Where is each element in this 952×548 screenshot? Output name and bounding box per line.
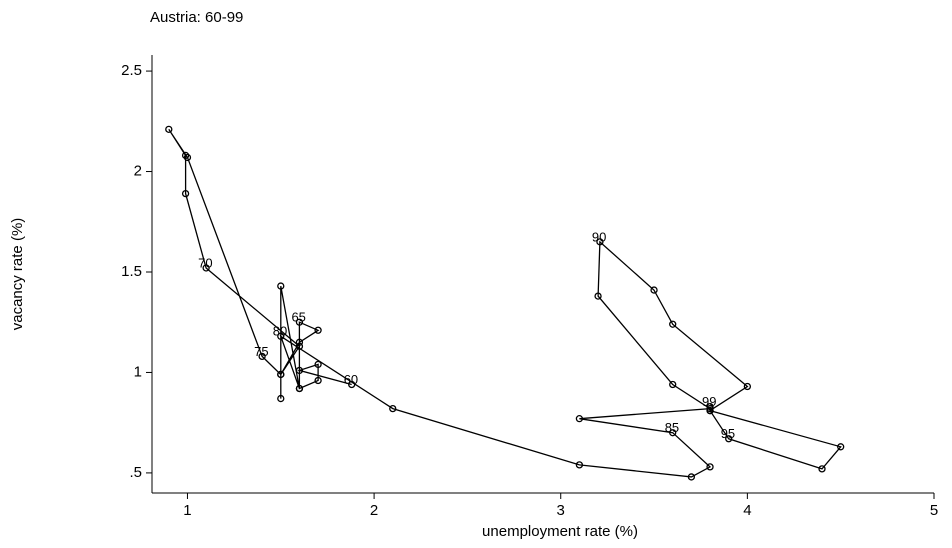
point-label: 85 xyxy=(665,420,679,435)
data-point xyxy=(258,352,266,361)
point-label: 90 xyxy=(592,229,606,244)
data-point xyxy=(743,382,752,391)
data-point xyxy=(277,394,285,403)
data-point xyxy=(277,332,285,340)
y-tick-label: 2 xyxy=(134,163,142,180)
data-point xyxy=(575,415,584,423)
y-tick-label: 1 xyxy=(134,363,142,380)
point-label: 70 xyxy=(198,255,212,270)
data-point xyxy=(181,189,190,198)
point-label: 80 xyxy=(273,324,287,339)
y-tick-label: 1.5 xyxy=(121,263,142,280)
y-tick-label: .5 xyxy=(129,464,142,481)
data-point xyxy=(596,238,604,246)
data-point xyxy=(669,320,677,328)
data-point xyxy=(594,292,602,300)
point-label: 75 xyxy=(254,344,268,359)
data-point xyxy=(389,404,397,413)
point-label: 65 xyxy=(291,310,305,325)
point-label: 95 xyxy=(721,426,735,441)
data-point xyxy=(165,125,173,133)
point-label: 60 xyxy=(344,372,358,387)
y-tick-label: 2.5 xyxy=(121,62,142,79)
x-tick-label: 1 xyxy=(183,502,191,519)
data-point xyxy=(295,338,304,346)
x-tick-label: 3 xyxy=(557,502,565,519)
x-axis-label: unemployment rate (%) xyxy=(482,523,638,540)
data-line xyxy=(168,128,842,478)
data-point xyxy=(837,443,845,451)
x-tick-label: 2 xyxy=(370,502,378,519)
data-point xyxy=(725,435,733,443)
data-point xyxy=(295,342,304,350)
data-point xyxy=(295,318,304,326)
data-point xyxy=(650,286,658,294)
data-point xyxy=(348,380,356,389)
data-point xyxy=(314,376,322,385)
y-axis-label: vacancy rate (%) xyxy=(9,218,26,331)
data-point xyxy=(314,326,322,334)
data-point xyxy=(295,384,304,393)
x-tick-label: 5 xyxy=(930,502,938,519)
x-tick-label: 4 xyxy=(743,502,751,519)
data-point xyxy=(295,366,304,375)
data-point xyxy=(575,461,584,469)
chart-title: Austria: 60-99 xyxy=(150,9,243,26)
data-point xyxy=(706,463,714,471)
data-point xyxy=(706,406,714,415)
data-point xyxy=(183,153,192,162)
data-point xyxy=(687,473,696,481)
data-point xyxy=(277,282,285,290)
data-point xyxy=(818,465,826,473)
data-point xyxy=(706,402,714,411)
data-point xyxy=(202,264,210,272)
data-point xyxy=(277,370,285,379)
data-point xyxy=(181,151,190,160)
data-point xyxy=(669,380,677,389)
data-point xyxy=(314,360,322,369)
point-label: 99 xyxy=(702,394,716,409)
data-point xyxy=(669,429,677,437)
